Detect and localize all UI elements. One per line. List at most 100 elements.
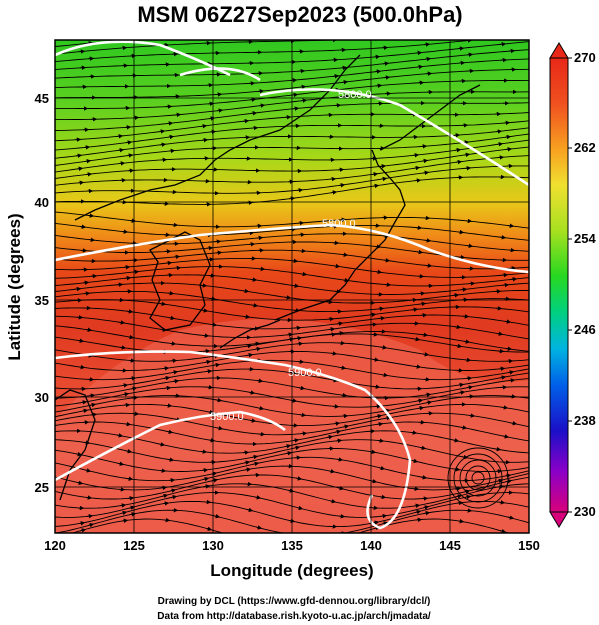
streamline-arrow: [376, 421, 384, 427]
streamline-arrow: [455, 159, 463, 165]
y-axis-ticks: 25 30 35 40 45: [35, 91, 49, 495]
credit-drawing: Drawing by DCL (https://www.gfd-dennou.o…: [158, 596, 431, 607]
streamline-arrow: [342, 424, 350, 429]
streamline-arrow: [375, 414, 383, 419]
streamline-arrow: [76, 480, 84, 486]
streamline-arrow: [329, 498, 337, 504]
x-tick-label: 140: [360, 538, 382, 553]
streamline-arrow: [284, 444, 292, 449]
streamline-arrow: [160, 485, 168, 491]
streamline-arrow: [330, 190, 338, 195]
streamline-arrow: [413, 165, 421, 171]
streamline-arrow: [508, 378, 516, 383]
streamline-arrow: [122, 392, 130, 397]
streamline-arrow: [245, 343, 253, 349]
streamline-arrow: [420, 475, 428, 480]
x-axis-label: Longitude (degrees): [210, 561, 373, 580]
streamline-arrow: [328, 469, 336, 474]
streamline-arrow: [501, 405, 509, 410]
streamline-arrow: [162, 501, 170, 506]
streamline-arrow: [242, 288, 250, 294]
streamline-arrow: [204, 359, 212, 365]
streamline-arrow: [287, 488, 295, 493]
streamline-arrow: [372, 357, 380, 362]
streamline-arrow: [507, 223, 515, 228]
streamline-arrow: [338, 183, 346, 188]
streamline-arrow: [162, 366, 170, 371]
streamline-arrow: [454, 324, 462, 330]
streamline-arrow: [117, 461, 125, 466]
streamline-arrow: [496, 141, 504, 147]
streamline-arrow: [414, 364, 422, 369]
cyclone-circulation: [471, 471, 485, 485]
streamline-arrow: [172, 379, 180, 384]
x-tick-label: 125: [123, 538, 145, 553]
streamline-arrow: [213, 514, 221, 519]
streamline-arrow: [460, 425, 468, 430]
streamline-arrow: [243, 314, 251, 319]
streamline-arrow: [216, 425, 224, 431]
streamline-arrow: [88, 393, 96, 398]
streamline-arrow: [424, 56, 432, 62]
streamline-arrow: [129, 512, 137, 517]
streamline-arrow: [379, 164, 387, 169]
streamline-arrow: [379, 494, 387, 500]
streamline-arrow: [452, 293, 460, 298]
y-tick-label: 45: [35, 91, 49, 106]
streamline-arrow: [458, 390, 466, 395]
streamline-arrow: [410, 430, 418, 435]
streamline-arrow: [250, 277, 258, 282]
streamline-arrow: [341, 252, 349, 257]
streamline-arrow: [159, 301, 167, 307]
streamline-arrow: [287, 337, 295, 342]
streamline-arrow: [457, 229, 465, 235]
streamline-arrow: [300, 271, 308, 277]
streamline-arrow: [341, 79, 349, 85]
streamline-arrow: [159, 142, 167, 147]
colorbar-scale: [549, 57, 569, 513]
streamline-arrow: [207, 409, 215, 415]
streamline-arrow: [424, 238, 432, 243]
streamline-arrow: [215, 397, 223, 403]
map-title: MSM 06Z27Sep2023 (500.0hPa): [137, 2, 462, 27]
streamline-arrow: [120, 510, 128, 516]
streamline-arrow: [463, 152, 471, 158]
streamline-arrow: [257, 405, 265, 411]
streamline-arrow: [510, 421, 518, 426]
streamline-arrow: [118, 320, 126, 325]
streamline-arrow: [127, 334, 135, 340]
streamline-arrow: [76, 166, 84, 171]
streamline-arrow: [299, 84, 307, 90]
streamline-arrow: [496, 331, 504, 336]
streamline-arrow: [372, 183, 380, 189]
streamline-arrow: [340, 392, 348, 398]
streamline-arrow: [380, 176, 388, 182]
streamline-arrow: [167, 457, 175, 462]
streamline-arrow: [286, 332, 294, 337]
cyclone-circulation: [453, 453, 503, 503]
streamline-arrow: [422, 352, 430, 357]
streamline-arrow: [128, 505, 136, 510]
streamline-arrow: [381, 521, 389, 526]
streamline-arrow: [81, 408, 89, 414]
streamline-arrow: [78, 521, 86, 526]
streamline-arrow: [255, 525, 263, 530]
streamline-arrow: [337, 485, 345, 491]
streamline-arrow: [163, 375, 171, 381]
streamline-arrow: [202, 476, 210, 482]
streamline-arrow: [505, 346, 513, 351]
streamline-arrow: [295, 476, 303, 481]
streamline-arrow: [126, 476, 134, 481]
streamline-arrow: [342, 277, 350, 283]
streamline-arrow: [79, 224, 87, 229]
colorbar-bottom-arrow: [549, 511, 569, 528]
streamline-arrow: [121, 518, 129, 524]
streamline-arrow: [463, 339, 471, 344]
streamline-arrow: [454, 147, 462, 153]
streamline-arrow: [89, 402, 97, 408]
streamline-arrow: [413, 336, 421, 342]
streamline-arrow: [422, 505, 430, 510]
streamline-arrow: [248, 540, 252, 541]
streamline-arrow: [466, 385, 474, 390]
cyclone-circulation: [465, 465, 491, 491]
